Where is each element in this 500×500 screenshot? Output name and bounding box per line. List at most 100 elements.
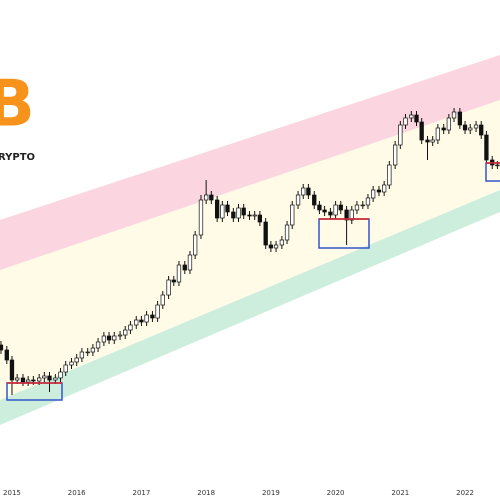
candle-body [268, 244, 274, 249]
x-tick-label: 2022 [456, 489, 474, 497]
candle-body [31, 379, 36, 382]
candle-body [192, 234, 198, 256]
candle-body [112, 335, 117, 341]
candle-body [63, 364, 68, 373]
candle-body [370, 189, 376, 199]
candle-body [220, 204, 225, 219]
candle-body [144, 314, 149, 323]
middle-band [0, 100, 500, 400]
candle-body [263, 221, 268, 246]
candle-body [333, 204, 338, 216]
candle-body [47, 375, 52, 381]
x-tick-label: 2020 [327, 489, 345, 497]
candle-body [451, 111, 457, 119]
candle-body [322, 209, 327, 213]
x-tick-label: 2018 [197, 489, 215, 497]
candle-body [284, 224, 290, 241]
candles [0, 108, 500, 395]
candle-body [279, 239, 285, 246]
candle-body [349, 209, 354, 221]
candle-body [79, 351, 85, 359]
candle-body [42, 375, 47, 379]
candle-body [344, 209, 349, 221]
candle-body [403, 117, 408, 126]
candle-body [139, 319, 144, 323]
candle-body [252, 214, 257, 217]
candle-body [435, 127, 441, 141]
candle-body [101, 335, 107, 343]
candle-body [134, 319, 139, 326]
candle-body [468, 127, 473, 131]
candle-body [462, 124, 468, 131]
logo: B [0, 68, 35, 142]
candle-body [9, 359, 15, 381]
candle-body [312, 194, 317, 206]
candle-body [409, 114, 414, 119]
candle-body [20, 377, 26, 383]
candle-body [290, 204, 295, 226]
candle-body [495, 164, 500, 167]
candle-body [231, 211, 236, 219]
candle-body [155, 304, 160, 319]
candle-body [360, 204, 365, 207]
upper-band [0, 55, 500, 270]
candle-body [425, 139, 430, 143]
highlight-boxes [6, 162, 500, 401]
candle-body [430, 139, 435, 143]
candle-body [414, 114, 419, 123]
candle-body [128, 324, 133, 331]
candle-body [209, 194, 214, 201]
candle-body [225, 204, 230, 213]
candle-body [365, 197, 371, 206]
candle-body [381, 184, 387, 193]
candle-body [387, 164, 392, 186]
candle-body [171, 279, 176, 283]
candle-body [328, 211, 333, 216]
candle-body [160, 294, 165, 306]
candle-body [187, 254, 193, 271]
candle-body [69, 361, 74, 366]
candle-body [166, 279, 171, 296]
candle-body [301, 187, 306, 196]
candle-body [457, 111, 463, 126]
candle-body [53, 377, 58, 381]
x-tick-label: 2021 [391, 489, 409, 497]
candle-body [398, 124, 403, 146]
candle-body [354, 204, 360, 211]
candle-body [37, 377, 42, 382]
candle-body [479, 124, 484, 136]
candle-body [90, 347, 96, 353]
candle-body [95, 341, 101, 349]
candle-body [203, 194, 209, 201]
candle-body [484, 134, 489, 161]
candle-body [15, 377, 20, 381]
x-tick-label: 2019 [262, 489, 280, 497]
candle-body [392, 144, 398, 166]
candle-body [236, 207, 241, 219]
candle-body [306, 187, 311, 196]
candle-body [198, 199, 204, 236]
candle-body [441, 127, 446, 131]
candle-body [123, 329, 128, 336]
candle-body [117, 334, 123, 337]
candle-body [26, 379, 31, 383]
candle-body [74, 357, 79, 363]
candle-body [376, 189, 382, 193]
candle-body [419, 121, 424, 141]
lower-band [0, 190, 500, 425]
x-tick-label: 2016 [68, 489, 86, 497]
candle-body [182, 264, 187, 271]
candle-body [257, 214, 263, 223]
candle-body [176, 264, 182, 283]
brand: RYPTO [0, 152, 35, 163]
candle-body [338, 204, 343, 211]
candle-body [295, 194, 301, 206]
candle-body [85, 351, 90, 354]
candle-body [215, 199, 220, 219]
candle-body [106, 335, 112, 341]
candle-body [446, 117, 452, 131]
x-tick-label: 2015 [3, 489, 21, 497]
candle-body [58, 371, 63, 379]
candle-body [473, 124, 479, 129]
